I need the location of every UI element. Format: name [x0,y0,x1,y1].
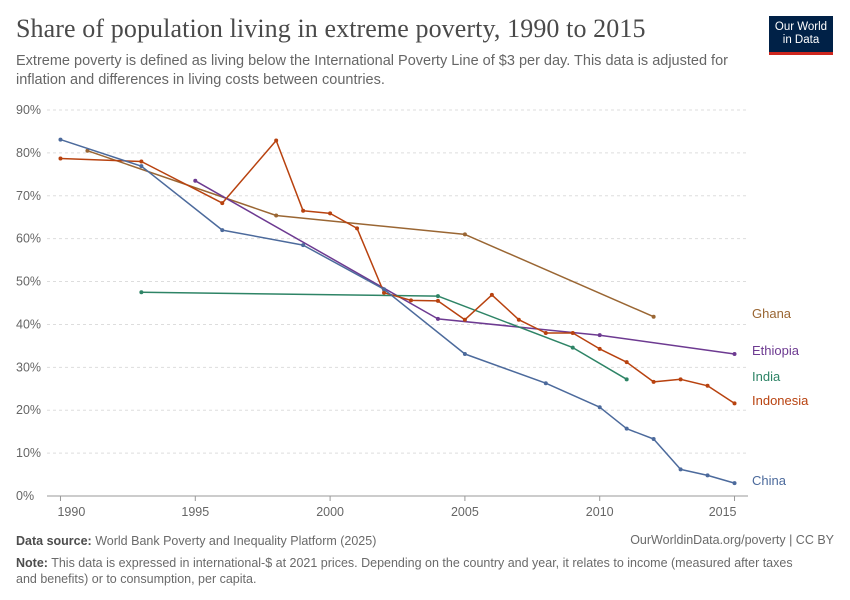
data-point-ethiopia [597,333,602,338]
y-tick-label: 80% [16,146,41,160]
series-label-china: China [752,473,787,488]
data-point-ethiopia [193,178,198,183]
line-chart: 0% 10% 20% 30% 40% 50% 60% 70% 80% 90% 1990 1995 200… [16,103,809,519]
series-line-china [60,138,735,484]
data-point-indonesia [651,379,656,384]
chart-title: Share of population living in extreme po… [16,14,646,43]
x-tick-label: 1995 [181,505,209,519]
data-point-indonesia [301,208,306,213]
data-point-indonesia [462,317,467,322]
data-point-indonesia [597,346,602,351]
data-point-indonesia [58,156,63,161]
data-point-indonesia [328,211,333,216]
data-point-china [58,137,63,142]
series-line-ethiopia [194,180,735,355]
data-point-india [435,294,440,299]
data-source: Data source: World Bank Poverty and Ineq… [16,533,376,549]
x-tick-label: 1990 [57,505,85,519]
y-tick-label: 60% [16,232,41,246]
data-point-ghana [85,148,90,153]
y-tick-label: 20% [16,403,41,417]
data-point-indonesia [516,317,521,322]
series-label-indonesia: Indonesia [752,393,809,408]
data-point-indonesia [732,401,737,406]
data-point-indonesia [220,201,225,206]
data-point-indonesia [489,292,494,297]
logo-line-1: Our World [774,21,828,33]
y-tick-label: 30% [16,360,41,374]
data-point-ethiopia [732,352,737,357]
data-point-china [597,405,602,410]
data-point-indonesia [624,360,629,365]
data-point-india [624,377,629,382]
y-tick-label: 10% [16,446,41,460]
data-point-indonesia [382,290,387,295]
data-point-indonesia [355,226,360,231]
y-tick-label: 70% [16,189,41,203]
x-tick-label: 2005 [451,505,479,519]
data-point-china [139,164,144,169]
data-point-china [382,287,387,292]
data-point-china [705,473,710,478]
data-point-china [651,436,656,441]
data-point-ghana [274,213,279,218]
x-tick-label: 2015 [709,505,737,519]
y-tick-label: 50% [16,275,41,289]
series-line-india [141,291,628,380]
series-label-ghana: Ghana [752,306,792,321]
series-label-india: India [752,369,781,384]
logo-line-2: in Data [782,34,820,46]
series-label-ethiopia: Ethiopia [752,343,800,358]
owid-logo[interactable]: Our World in Data [769,16,833,55]
note-text: This data is expressed in international-… [16,556,793,586]
data-point-indonesia [274,138,279,143]
series-line-indonesia [60,139,735,405]
series-line-ghana [87,149,654,318]
data-point-indonesia [678,377,683,382]
data-point-china [678,467,683,472]
source-text[interactable]: World Bank Poverty and Inequality Platfo… [95,534,377,548]
data-point-china [624,426,629,431]
data-point-china [301,243,306,248]
note-label: Note: [16,556,48,570]
data-point-indonesia [435,298,440,303]
data-point-indonesia [408,298,413,303]
data-point-china [543,381,548,386]
data-point-india [139,290,144,295]
source-label: Data source: [16,534,92,548]
y-tick-label: 90% [16,103,41,117]
data-point-china [462,352,467,357]
data-point-indonesia [570,331,575,336]
x-tick-label: 2000 [316,505,344,519]
x-tick-label: 2010 [586,505,614,519]
data-point-indonesia [139,159,144,164]
data-point-china [732,481,737,486]
chart-note: Note: This data is expressed in internat… [16,555,816,587]
y-tick-label: 0% [16,489,34,503]
data-point-india [570,345,575,350]
data-point-china [220,228,225,233]
data-point-indonesia [705,383,710,388]
source-url[interactable]: OurWorldinData.org/poverty | CC BY [630,533,834,547]
data-point-ghana [651,314,656,319]
data-point-indonesia [543,331,548,336]
data-point-ethiopia [435,316,440,321]
data-point-ghana [462,232,467,237]
y-tick-label: 40% [16,317,41,331]
chart-subtitle: Extreme poverty is defined as living bel… [16,53,728,88]
